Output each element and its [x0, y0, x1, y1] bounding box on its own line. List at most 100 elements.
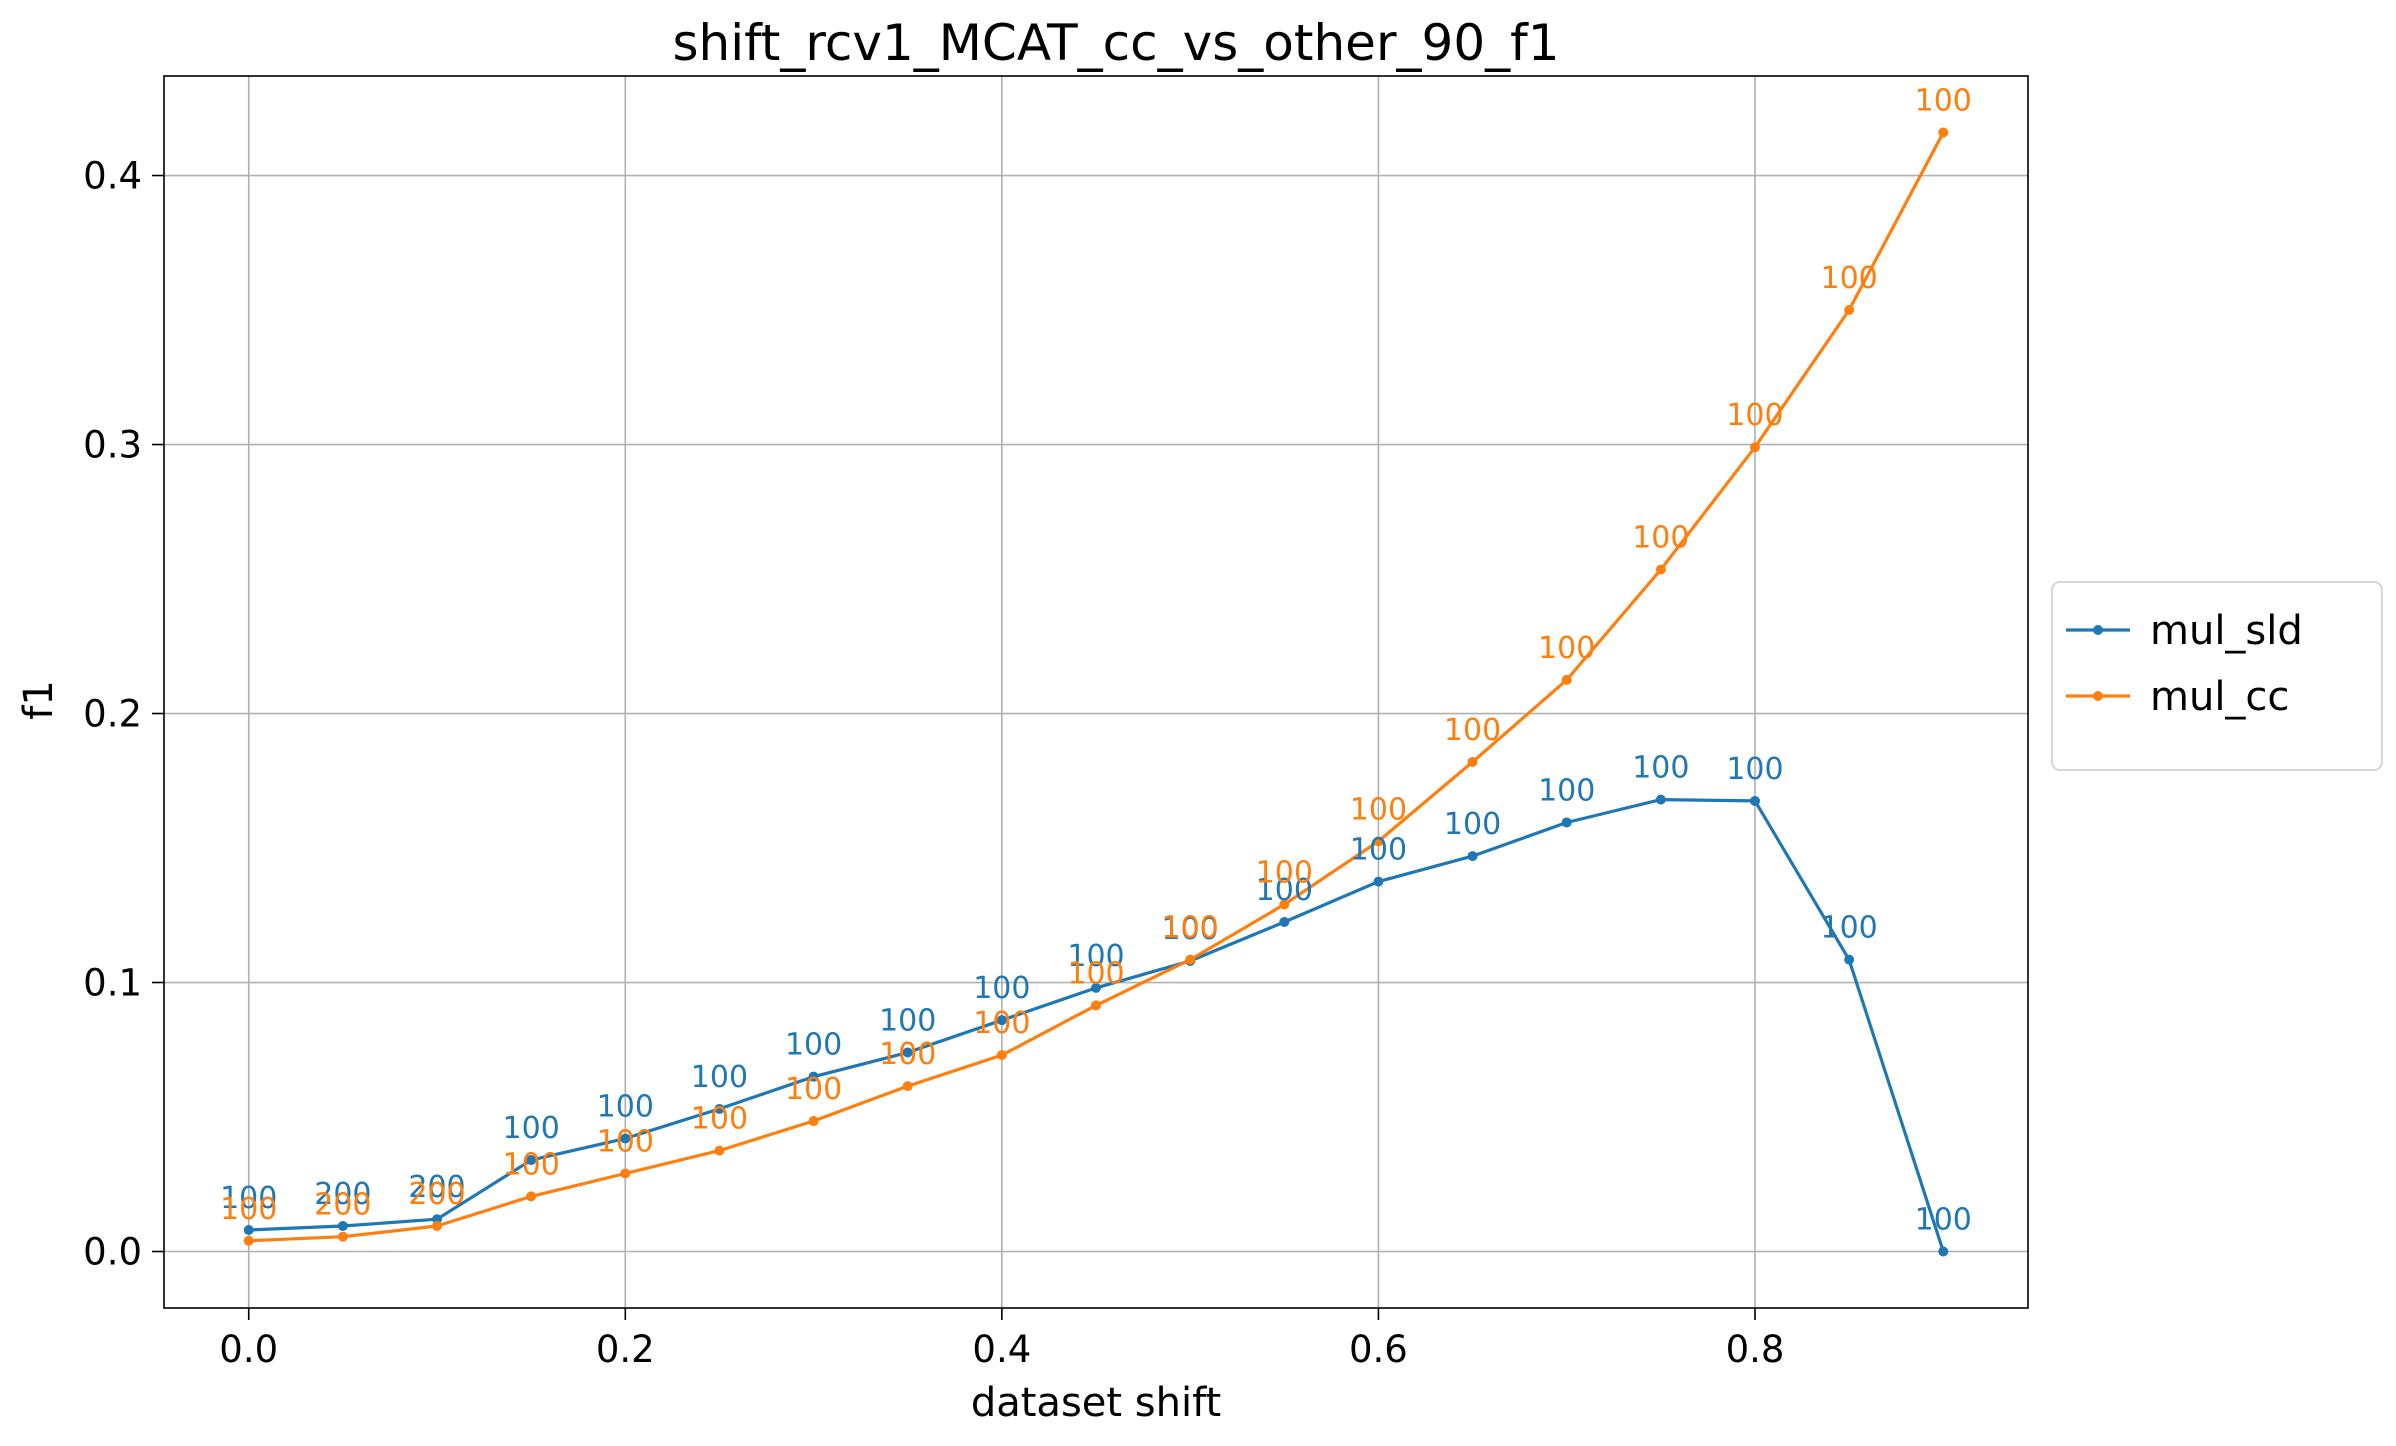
data-label-mul_cc: 100: [597, 1125, 654, 1160]
data-point-mul_sld: [1844, 954, 1855, 965]
series-line-mul_cc: [248, 131, 1945, 1243]
data-label-mul_cc: 100: [1820, 261, 1877, 296]
legend-label-mul_cc: mul_cc: [2150, 674, 2289, 720]
y-axis-label: f1: [16, 680, 62, 720]
data-point-mul_sld: [1655, 794, 1666, 805]
data-label-mul_cc: 100: [1067, 956, 1124, 991]
y-tick-label: 0.4: [83, 155, 142, 198]
data-point-mul_cc: [1655, 564, 1666, 575]
data-point-mul_cc: [1185, 954, 1196, 965]
data-label-mul_cc: 200: [314, 1188, 371, 1223]
y-tick-label: 0.3: [83, 424, 142, 467]
legend-marker-mul_cc: [2093, 691, 2103, 701]
legend: mul_sld mul_cc: [2051, 581, 2383, 771]
data-label-mul_cc: 100: [1538, 631, 1595, 666]
data-point-mul_cc: [1373, 836, 1384, 847]
y-tick-label: 0.1: [83, 962, 142, 1005]
series-line-mul_sld: [248, 797, 1945, 1252]
data-label-mul_cc: 100: [1632, 521, 1689, 556]
data-point-mul_sld: [808, 1071, 819, 1082]
x-tick-label: 0.6: [1349, 1328, 1408, 1371]
data-point-mul_sld: [1561, 817, 1572, 828]
legend-box: [2051, 581, 2383, 771]
legend-label-mul_sld: mul_sld: [2150, 608, 2303, 654]
x-tick-label: 0.8: [1726, 1328, 1785, 1371]
data-label-mul_cc: 100: [1444, 713, 1501, 748]
data-point-mul_cc: [620, 1168, 631, 1179]
data-point-mul_cc: [243, 1235, 254, 1246]
data-label-mul_sld: 200: [408, 1170, 465, 1205]
data-point-mul_sld: [714, 1103, 725, 1114]
data-label-mul_cc: 100: [691, 1102, 748, 1137]
data-label-mul_cc: 200: [408, 1177, 465, 1212]
data-label-mul_sld: 100: [1162, 912, 1219, 947]
data-point-mul_cc: [996, 1050, 1007, 1061]
data-point-mul_cc: [1091, 1000, 1101, 1011]
data-label-mul_sld: 100: [1820, 911, 1877, 946]
data-label-mul_sld: 100: [503, 1111, 560, 1146]
data-label-mul_cc: 100: [1915, 83, 1972, 118]
data-point-mul_sld: [1938, 1246, 1949, 1257]
data-label-mul_sld: 100: [1256, 873, 1313, 908]
data-label-mul_sld: 100: [1067, 939, 1124, 974]
series-layer: [243, 127, 1949, 1257]
x-axis: 0.0 0.2 0.4 0.6 0.8: [219, 1308, 1784, 1371]
x-axis-label: dataset shift: [971, 1380, 1221, 1426]
data-point-mul_cc: [808, 1116, 819, 1127]
data-labels: 100 200 2001001001001001001001001001001001…: [220, 83, 1972, 1237]
chart-title: shift_rcv1_MCAT_cc_vs_other_90_f1: [672, 14, 1559, 72]
data-label-mul_sld: 100: [1915, 1203, 1972, 1238]
y-tick-label: 0.0: [83, 1231, 142, 1274]
data-label-mul_sld: 100: [597, 1090, 654, 1125]
data-point-mul_cc: [432, 1220, 443, 1231]
data-label-mul_sld: 100: [1350, 833, 1407, 868]
data-point-mul_cc: [1467, 756, 1478, 767]
data-point-mul_sld: [1749, 795, 1760, 806]
data-point-mul_cc: [526, 1191, 537, 1202]
data-point-mul_sld: [243, 1224, 254, 1235]
data-point-mul_sld: [1091, 982, 1101, 993]
data-point-mul_cc: [714, 1145, 725, 1156]
x-tick-label: 0.4: [972, 1328, 1031, 1371]
data-label-mul_sld: 200: [314, 1177, 371, 1212]
legend-marker-mul_sld: [2093, 625, 2103, 635]
data-point-mul_cc: [1749, 442, 1760, 453]
data-point-mul_sld: [902, 1047, 913, 1058]
data-point-mul_sld: [620, 1133, 631, 1144]
data-label-mul_sld: 100: [1726, 752, 1783, 787]
data-label-mul_sld: 100: [1444, 807, 1501, 842]
x-tick-label: 0.2: [596, 1328, 655, 1371]
data-point-mul_sld: [1467, 851, 1478, 862]
data-point-mul_sld: [996, 1015, 1007, 1026]
data-label-mul_cc: 100: [503, 1147, 560, 1182]
data-label-mul_cc: 100: [1162, 911, 1219, 946]
data-label-mul_cc: 100: [1350, 792, 1407, 827]
data-point-mul_cc: [902, 1081, 913, 1092]
data-label-mul_sld: 100: [785, 1028, 842, 1063]
plot-frame: [163, 75, 2029, 1309]
data-label-mul_sld: 100: [1538, 773, 1595, 808]
data-point-mul_cc: [1561, 674, 1572, 685]
data-point-mul_cc: [1938, 127, 1949, 138]
y-tick-label: 0.2: [83, 693, 142, 736]
data-label-mul_sld: 100: [879, 1003, 936, 1038]
data-label-mul_cc: 100: [1726, 398, 1783, 433]
data-point-mul_sld: [1373, 876, 1384, 887]
data-label-mul_cc: 100: [973, 1006, 1030, 1041]
grid: [164, 76, 2028, 1308]
data-label-mul_sld: 100: [1632, 751, 1689, 786]
data-label-mul_cc: 100: [1256, 856, 1313, 891]
x-tick-label: 0.0: [219, 1328, 278, 1371]
data-point-mul_cc: [1279, 899, 1290, 910]
data-label-mul_cc: 100: [785, 1072, 842, 1107]
data-label-mul_sld: 100: [220, 1181, 277, 1216]
y-axis: 0.0 0.1 0.2 0.3 0.4: [83, 155, 164, 1274]
data-label-mul_cc: 100: [879, 1037, 936, 1072]
data-label-mul_sld: 100: [973, 971, 1030, 1006]
data-point-mul_sld: [1279, 916, 1290, 927]
data-point-mul_cc: [1844, 305, 1855, 316]
data-point-mul_sld: [526, 1155, 537, 1166]
data-label-mul_sld: 100: [691, 1060, 748, 1095]
data-point-mul_cc: [337, 1231, 348, 1242]
